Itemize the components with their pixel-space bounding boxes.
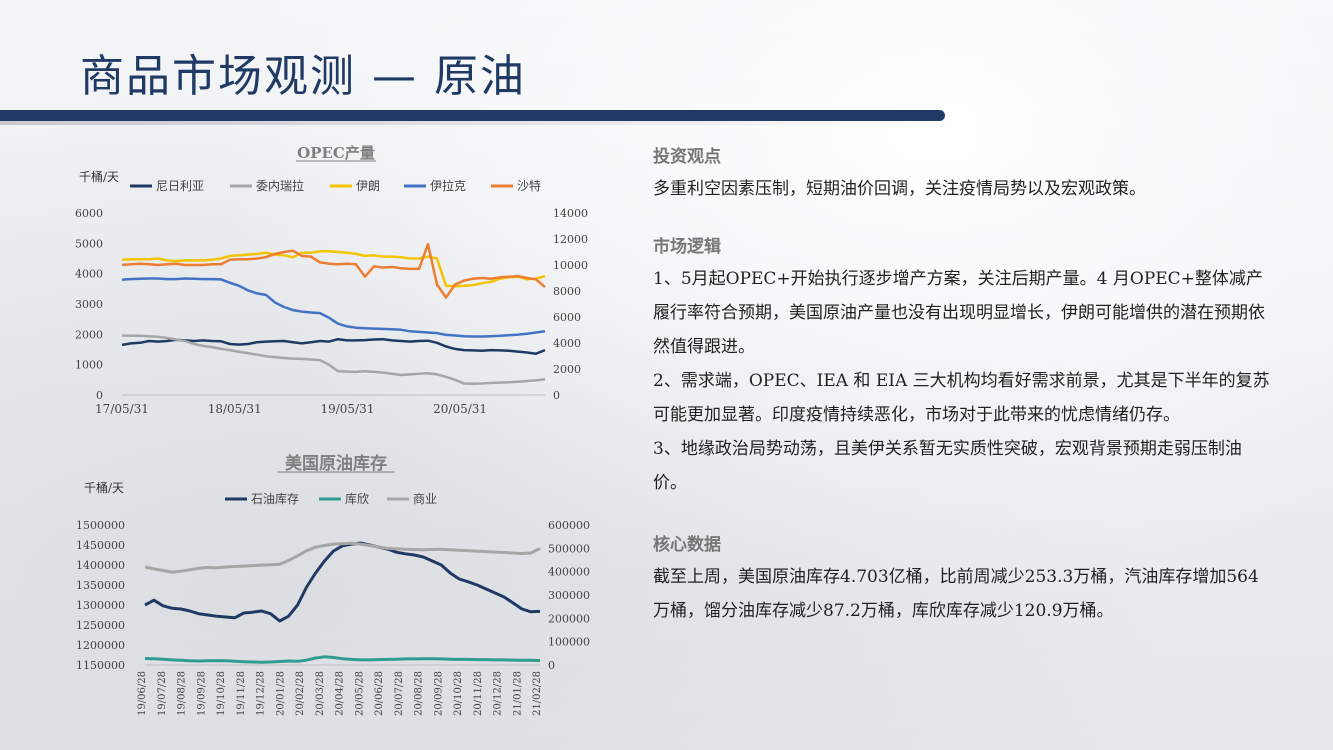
legend-label-1: 库欣 <box>345 491 369 506</box>
x-tick-label-16: 20/10/28 <box>453 671 464 716</box>
right-tick-label-3: 6000 <box>553 311 581 324</box>
legend-label-1: 委内瑞拉 <box>256 178 304 193</box>
left-tick-label-4: 1350000 <box>76 579 125 592</box>
x-tick-label-14: 20/08/28 <box>414 671 425 716</box>
section-gap <box>653 206 1273 232</box>
right-tick-label-4: 8000 <box>553 285 581 298</box>
chart-title: 美国原油库存 <box>285 453 387 474</box>
section-paragraph: 多重利空因素压制，短期油价回调，关注疫情局势以及宏观政策。 <box>653 179 1146 199</box>
analysis-panel: 投资观点 多重利空因素压制，短期油价回调，关注疫情局势以及宏观政策。 市场逻辑 … <box>653 142 1273 628</box>
section-investment-view: 投资观点 多重利空因素压制，短期油价回调，关注疫情局势以及宏观政策。 <box>653 142 1273 206</box>
left-tick-label-0: 0 <box>96 389 103 402</box>
x-tick-label-3: 19/09/28 <box>196 671 207 716</box>
right-tick-label-2: 4000 <box>553 337 581 350</box>
section-core-data: 核心数据 截至上周，美国原油库存4.703亿桶，比前周减少253.3万桶，汽油库… <box>653 530 1273 628</box>
right-tick-label-6: 600000 <box>548 519 590 532</box>
section-heading: 核心数据 <box>653 535 721 555</box>
x-tick-label-17: 20/11/28 <box>473 671 484 716</box>
x-tick-label-1: 18/05/31 <box>208 402 262 416</box>
x-tick-label-1: 19/07/28 <box>157 671 168 716</box>
legend-label-2: 伊朗 <box>356 179 380 193</box>
x-tick-label-0: 19/06/28 <box>137 671 148 716</box>
right-tick-label-1: 2000 <box>553 363 581 376</box>
section-market-logic: 市场逻辑 1、5月起OPEC+开始执行逐步增产方案，关注后期产量。4 月OPEC… <box>653 232 1273 500</box>
series-line-1 <box>144 655 541 664</box>
left-tick-label-1: 1000 <box>75 359 103 372</box>
title-underline-bar <box>0 110 945 121</box>
x-tick-label-6: 19/12/28 <box>256 671 267 716</box>
left-tick-label-5: 1400000 <box>76 559 125 572</box>
y-axis-label: 千桶/天 <box>79 169 119 184</box>
section-heading: 市场逻辑 <box>653 237 721 257</box>
page-title: 商品市场观测 — 原油 <box>80 51 526 102</box>
left-tick-label-7: 1500000 <box>76 519 125 532</box>
x-tick-label-13: 20/07/28 <box>394 671 405 716</box>
left-tick-label-2: 2000 <box>75 328 103 341</box>
x-tick-label-2: 19/05/31 <box>320 402 374 416</box>
right-tick-label-1: 100000 <box>548 636 590 649</box>
x-tick-label-5: 19/11/28 <box>236 671 247 716</box>
left-tick-label-0: 1150000 <box>76 659 125 672</box>
left-tick-label-6: 1450000 <box>76 539 125 552</box>
x-tick-label-0: 17/05/31 <box>95 402 149 416</box>
left-tick-label-1: 1200000 <box>76 639 125 652</box>
left-tick-label-6: 6000 <box>75 207 103 220</box>
x-tick-label-9: 20/03/28 <box>315 671 326 716</box>
x-tick-label-20: 21/02/28 <box>532 671 543 716</box>
section-paragraph: 3、地缘政治局势动荡，且美伊关系暂无实质性突破，宏观背景预期走弱压制油价。 <box>653 439 1242 493</box>
section-paragraph: 截至上周，美国原油库存4.703亿桶，比前周减少253.3万桶，汽油库存增加56… <box>653 567 1259 621</box>
x-tick-label-19: 21/01/28 <box>512 671 523 716</box>
series-line-2 <box>121 250 546 288</box>
left-tick-label-3: 3000 <box>75 298 103 311</box>
legend-label-0: 尼日利亚 <box>156 179 204 193</box>
x-tick-label-18: 20/12/28 <box>493 671 504 716</box>
x-tick-label-8: 20/02/28 <box>295 671 306 716</box>
legend-label-3: 伊拉克 <box>430 178 466 193</box>
left-tick-label-2: 1250000 <box>76 619 125 632</box>
series-line-3 <box>121 277 546 338</box>
legend-label-0: 石油库存 <box>251 491 299 506</box>
series-line-2 <box>144 541 541 574</box>
legend-label-4: 沙特 <box>517 178 541 193</box>
right-tick-label-0: 0 <box>553 389 560 402</box>
title-underline-shadow <box>0 121 960 125</box>
series-line-0 <box>121 337 546 355</box>
x-tick-label-4: 19/10/28 <box>216 671 227 716</box>
series-line-1 <box>121 334 546 386</box>
section-heading: 投资观点 <box>653 147 721 167</box>
x-tick-label-7: 20/01/28 <box>275 671 286 716</box>
right-tick-label-5: 10000 <box>553 259 588 272</box>
y-axis-label: 千桶/天 <box>84 480 124 495</box>
right-tick-label-4: 400000 <box>548 566 590 579</box>
series-line-4 <box>121 242 546 299</box>
section-paragraph: 1、5月起OPEC+开始执行逐步增产方案，关注后期产量。4 月OPEC+整体减产… <box>653 269 1265 357</box>
x-tick-label-15: 20/09/28 <box>433 671 444 716</box>
left-tick-label-4: 4000 <box>75 268 103 281</box>
right-tick-label-6: 12000 <box>553 233 588 246</box>
right-tick-label-7: 14000 <box>553 207 588 220</box>
x-tick-label-3: 20/05/31 <box>433 402 487 416</box>
chart-title: OPEC产量 <box>297 144 375 162</box>
left-tick-label-5: 5000 <box>75 237 103 250</box>
series-line-0 <box>144 541 541 623</box>
right-tick-label-3: 300000 <box>548 589 590 602</box>
right-tick-label-0: 0 <box>548 659 555 672</box>
right-tick-label-5: 500000 <box>548 542 590 555</box>
x-tick-label-11: 20/05/28 <box>354 671 365 716</box>
x-tick-label-12: 20/06/28 <box>374 671 385 716</box>
legend-label-2: 商业 <box>413 491 437 506</box>
right-tick-label-2: 200000 <box>548 612 590 625</box>
x-tick-label-10: 20/04/28 <box>335 671 346 716</box>
x-tick-label-2: 19/08/28 <box>177 671 188 716</box>
section-paragraph: 2、需求端，OPEC、IEA 和 EIA 三大机构均看好需求前景，尤其是下半年的… <box>653 371 1270 425</box>
section-gap <box>653 500 1273 530</box>
left-tick-label-3: 1300000 <box>76 599 125 612</box>
